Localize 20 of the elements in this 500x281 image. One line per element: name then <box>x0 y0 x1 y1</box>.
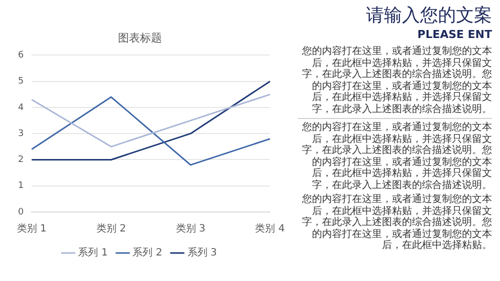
x-tick-label: 类别 2 <box>96 222 126 235</box>
chart-title: 图表标题 <box>118 31 162 44</box>
text: 您的内容打在这里，或者通过复制您的文本后，在此框中选择粘贴，并选择只保留文字，在此录入上述图表的综合描述说明。您的内容打在这里，或者通过复制您的文本后，在此框中选择粘贴，并选择只保留文字，在此录入上述图表的综合描述说明。 <box>301 46 492 115</box>
legend-label: 系列 3 <box>187 246 217 259</box>
legend-label: 系列 2 <box>132 246 162 259</box>
text: 您的内容打在这里，或者通过复制您的文本后，在此框中选择粘贴，并选择只保留文字，在此录入上述图表的综合描述说明。您的内容打在这里，或者通过复制您的文本后，在此框中选择粘贴，并选择只保留文字，在此录入上述图表的综合描述说明。 <box>301 122 492 191</box>
y-tick-label: 5 <box>18 76 24 87</box>
y-tick-label: 1 <box>18 181 24 192</box>
x-tick-label: 类别 3 <box>176 222 206 235</box>
y-tick-label: 2 <box>18 155 24 166</box>
text: 请输入您的文案 <box>365 4 492 28</box>
text: 您的内容打在这里，或者通过复制您的文本后，在此框中选择粘贴，并选择只保留文字，在此录入上述图表的综合描述说明。您的内容打在这里，或者通过复制您的文本后，在此框中选择粘贴。 <box>301 194 492 252</box>
legend-label: 系列 1 <box>78 246 108 259</box>
text: PLEASE ENT <box>416 28 492 42</box>
x-tick-label: 类别 4 <box>255 222 285 235</box>
y-tick-label: 3 <box>18 128 24 139</box>
y-tick-label: 4 <box>18 102 24 113</box>
y-tick-label: 6 <box>18 50 24 61</box>
x-tick-label: 类别 1 <box>16 222 46 235</box>
y-tick-label: 0 <box>18 207 24 218</box>
